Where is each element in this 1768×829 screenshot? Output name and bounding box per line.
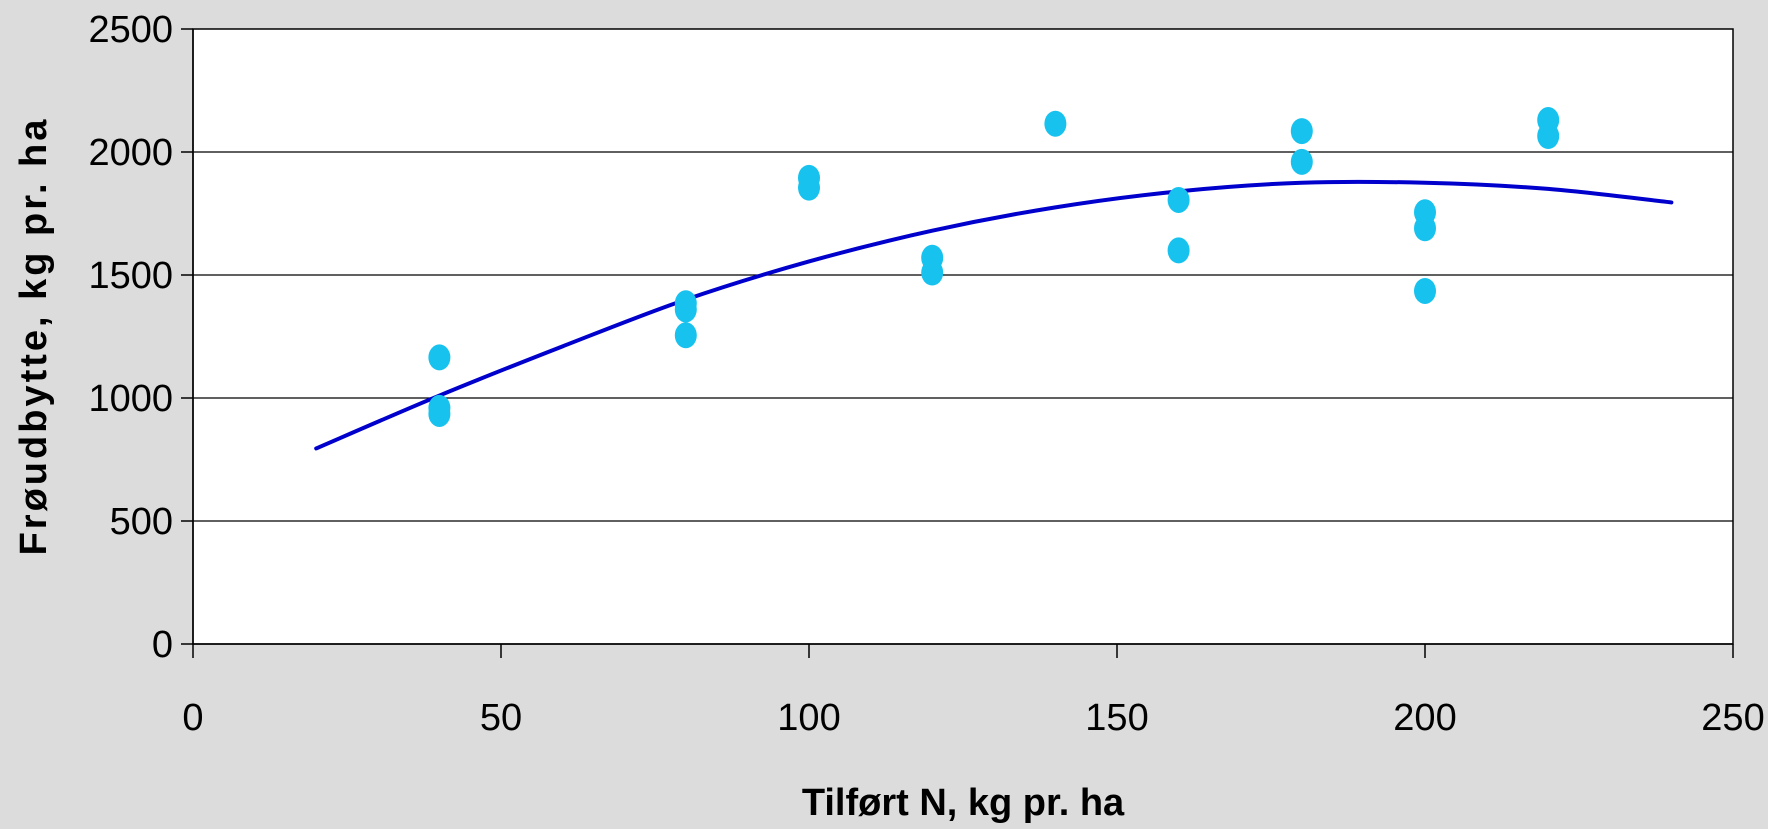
- data-point-9: [921, 259, 944, 286]
- y-tick-label-1500: 1500: [88, 255, 173, 297]
- x-tick-label-100: 100: [777, 697, 840, 739]
- y-tick-label-1000: 1000: [88, 378, 173, 420]
- plot-area: [192, 28, 1734, 645]
- data-point-2: [428, 400, 451, 427]
- data-point-14: [1290, 148, 1313, 175]
- y-axis-title: Frøudbytte, kg pr. ha: [13, 117, 55, 556]
- data-point-5: [674, 322, 697, 349]
- x-axis-title: Tilført N, kg pr. ha: [802, 782, 1125, 824]
- data-point-0: [428, 344, 451, 371]
- data-point-7: [798, 174, 820, 201]
- x-tick-label-50: 50: [480, 697, 522, 739]
- data-point-4: [674, 296, 697, 323]
- y-axis-ticks: 0 500 1000 1500 2000 2500: [88, 9, 193, 666]
- data-point-16: [1414, 215, 1436, 242]
- y-tick-label-2000: 2000: [88, 132, 173, 174]
- trendline-0: [314, 179, 1674, 451]
- data-point-10: [1044, 110, 1067, 137]
- y-tick-label-500: 500: [110, 501, 173, 543]
- data-point-11: [1167, 186, 1190, 213]
- x-tick-label-250: 250: [1701, 697, 1764, 739]
- y-tick-label-0: 0: [152, 624, 173, 666]
- x-tick-label-200: 200: [1393, 697, 1456, 739]
- x-tick-label-0: 0: [182, 697, 203, 739]
- y-tick-label-2500: 2500: [88, 9, 173, 51]
- data-point-12: [1167, 237, 1190, 264]
- gridlines: [193, 151, 1733, 522]
- x-tick-label-150: 150: [1085, 697, 1148, 739]
- data-point-19: [1537, 123, 1560, 150]
- x-axis-ticks: 0 50 100 150 200 250: [182, 644, 1765, 739]
- data-point-13: [1290, 118, 1313, 145]
- axes: [192, 29, 1733, 645]
- data-series: [314, 107, 1674, 451]
- data-point-17: [1414, 277, 1436, 304]
